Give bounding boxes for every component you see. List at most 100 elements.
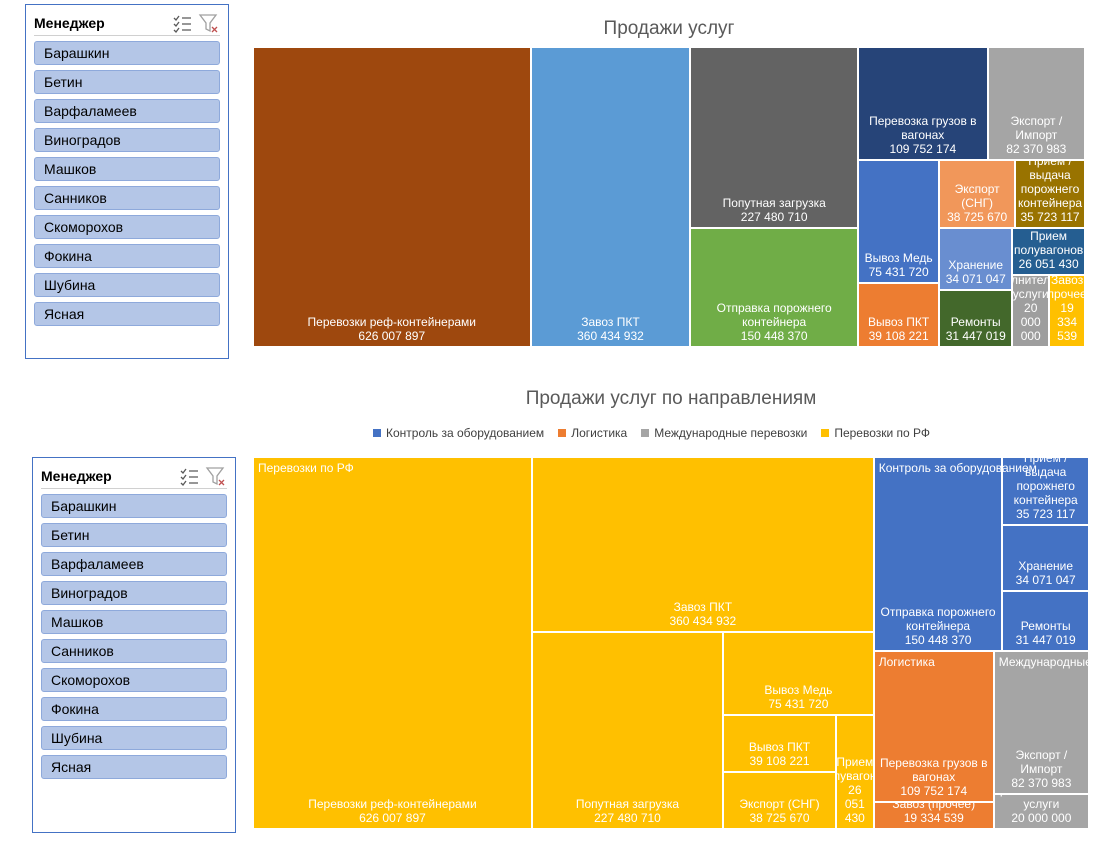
tile-value: 360 434 932 bbox=[577, 329, 644, 343]
treemap-tile: Попутная загрузка 227 480 710 bbox=[690, 47, 858, 228]
legend-item: Перевозки по РФ bbox=[821, 426, 930, 440]
slicer-item[interactable]: Санников bbox=[41, 639, 227, 663]
tile-value: 75 431 720 bbox=[868, 264, 929, 279]
treemap-tile: Экспорт / Импорт 82 370 983 bbox=[987, 47, 1085, 160]
slicer-item[interactable]: Машков bbox=[34, 157, 220, 181]
legend-swatch bbox=[641, 429, 650, 437]
treemap-tile: Попутная загрузка 227 480 710 bbox=[531, 631, 724, 829]
tile-label: Попутная загрузка bbox=[722, 195, 826, 210]
treemap-tile: Перевозка грузов в вагонах 109 752 174 bbox=[857, 47, 988, 160]
tile-label: Вывоз ПКТ bbox=[748, 740, 811, 755]
slicer: Менеджер Барашкин Бетин Варфаламеев Виноград… bbox=[32, 457, 236, 833]
tile-value: 34 071 047 bbox=[945, 271, 1006, 286]
slicer: Менеджер Барашкин Бетин Варфаламеев Виноград… bbox=[25, 4, 229, 359]
legend-swatch bbox=[821, 429, 830, 437]
treemap-tile: Хранение 34 071 047 bbox=[939, 227, 1013, 290]
treemap: Перевозки по РФ Перевозки реф-контейнерам… bbox=[253, 457, 1097, 829]
tile-value: 75 431 720 bbox=[768, 696, 829, 711]
tile-label: Завоз (прочее) bbox=[1050, 275, 1084, 301]
treemap-tile: Отправка порожнего контейнера 150 448 370 bbox=[873, 457, 1003, 651]
group-label: Логистика bbox=[878, 654, 935, 669]
treemap-tile: Экспорт (СНГ) 38 725 670 bbox=[723, 772, 836, 829]
treemap-tile: Вывоз ПКТ 39 108 221 bbox=[723, 714, 836, 773]
legend-item: Контроль за оборудованием bbox=[373, 426, 544, 440]
treemap-tile: Перевозка грузов в вагонах 109 752 174 bbox=[873, 650, 994, 803]
treemap-tile: Завоз ПКТ 360 434 932 bbox=[531, 457, 874, 632]
tile-label: Попутная загрузка bbox=[575, 796, 680, 811]
tile-value: 360 434 932 bbox=[669, 613, 737, 628]
tile-label: Хранение bbox=[948, 257, 1004, 272]
slicer-item[interactable]: Барашкин bbox=[34, 41, 220, 65]
treemap-tile: Вывоз Медь 75 431 720 bbox=[857, 159, 940, 283]
tile-value: 626 007 897 bbox=[358, 329, 426, 343]
tile-value: 20 000 000 bbox=[1011, 810, 1072, 825]
chart-title: Продажи услуг bbox=[603, 18, 735, 39]
tile-value: 227 480 710 bbox=[594, 810, 661, 825]
slicer-item[interactable]: Фокина bbox=[34, 244, 220, 268]
group-label: Контроль за оборудованием bbox=[878, 461, 1037, 475]
slicer-item[interactable]: Варфаламеев bbox=[34, 99, 220, 123]
legend: Контроль за оборудованием Логистика Междун… bbox=[373, 426, 930, 440]
slicer-item[interactable]: Шубина bbox=[41, 726, 227, 750]
treemap-tile: Перевозки реф-контейнерами 626 007 897 bbox=[253, 457, 532, 829]
tile-label: Дополнительные услуги bbox=[1012, 275, 1050, 301]
treemap-tile: Завоз ПКТ 360 434 932 bbox=[530, 47, 691, 347]
slicer-icons bbox=[179, 466, 227, 491]
tile-value: 31 447 019 bbox=[945, 328, 1006, 343]
tile-value: 150 448 370 bbox=[740, 328, 808, 343]
treemap-tile: Прием / выдача порожнего контейнера 35 72… bbox=[1002, 457, 1089, 526]
tile-label: Отправка порожнего контейнера bbox=[716, 300, 832, 329]
tile-value: 26 051 430 bbox=[844, 782, 865, 825]
group-label: Перевозки по РФ bbox=[258, 461, 354, 475]
slicer-title: Менеджер bbox=[41, 468, 112, 484]
tile-label: Дополнительные услуги bbox=[995, 795, 1088, 811]
slicer-item[interactable]: Шубина bbox=[34, 273, 220, 297]
slicer-item[interactable]: Санников bbox=[34, 186, 220, 210]
legend-item: Логистика bbox=[558, 426, 627, 440]
slicer-item[interactable]: Ясная bbox=[41, 755, 227, 779]
slicer-item[interactable]: Фокина bbox=[41, 697, 227, 721]
tile-value: 34 071 047 bbox=[1015, 572, 1076, 587]
slicer-item[interactable]: Скоморохов bbox=[41, 668, 227, 692]
treemap-tile: Экспорт / Импорт 82 370 983 bbox=[993, 650, 1089, 795]
tile-value: 626 007 897 bbox=[359, 811, 426, 825]
treemap-tile: Завоз (прочее)19 334 539 bbox=[873, 802, 994, 829]
slicer-item[interactable]: Виноградов bbox=[34, 128, 220, 152]
tile-value: 35 723 117 bbox=[1020, 209, 1080, 224]
legend-swatch bbox=[558, 429, 567, 437]
slicer-header: Менеджер bbox=[41, 466, 227, 489]
slicer-item[interactable]: Варфаламеев bbox=[41, 552, 227, 576]
treemap-tile: Ремонты 31 447 019 bbox=[939, 289, 1013, 347]
tile-label: Хранение bbox=[1018, 558, 1074, 573]
slicer-icons bbox=[173, 14, 218, 33]
treemap-tile: Вывоз Медь 75 431 720 bbox=[723, 631, 874, 715]
treemap-tile: Отправка порожнего контейнера 150 448 370 bbox=[690, 227, 858, 347]
slicer-item[interactable]: Барашкин bbox=[41, 494, 227, 518]
slicer-item[interactable]: Бетин bbox=[34, 70, 220, 94]
treemap-tile: Прием / выдача порожнего контейнера 35 72… bbox=[1015, 159, 1085, 228]
tile-value: 39 108 221 bbox=[868, 328, 929, 343]
tile-value: 31 447 019 bbox=[1015, 632, 1076, 647]
tile-label: Вывоз Медь bbox=[864, 250, 933, 265]
legend-item: Международные перевозки bbox=[641, 426, 807, 440]
tile-label: Завоз ПКТ bbox=[581, 315, 640, 329]
legend-label: Перевозки по РФ bbox=[834, 426, 931, 440]
treemap-tile: Перевозки реф-контейнерами 626 007 897 bbox=[253, 47, 531, 347]
chart-title: Продажи услуг по направлениям bbox=[525, 388, 817, 409]
tile-label: Прием / выдача порожнего контейнера bbox=[1013, 457, 1078, 508]
slicer-item[interactable]: Скоморохов bbox=[34, 215, 220, 239]
tile-label: Завоз (прочее) bbox=[892, 802, 976, 811]
tile-label: Перевозки реф-контейнерами bbox=[308, 797, 477, 811]
slicer-item[interactable]: Бетин bbox=[41, 523, 227, 547]
treemap-group: Международные перевозкиЭкспорт / Импорт8… bbox=[993, 650, 1097, 829]
tile-value: 38 725 670 bbox=[947, 209, 1008, 224]
slicer-item[interactable]: Ясная bbox=[34, 302, 220, 326]
tile-value: 227 480 710 bbox=[740, 209, 808, 224]
slicer-item[interactable]: Машков bbox=[41, 610, 227, 634]
tile-value: 19 334 539 bbox=[903, 810, 964, 825]
slicer-item[interactable]: Виноградов bbox=[41, 581, 227, 605]
